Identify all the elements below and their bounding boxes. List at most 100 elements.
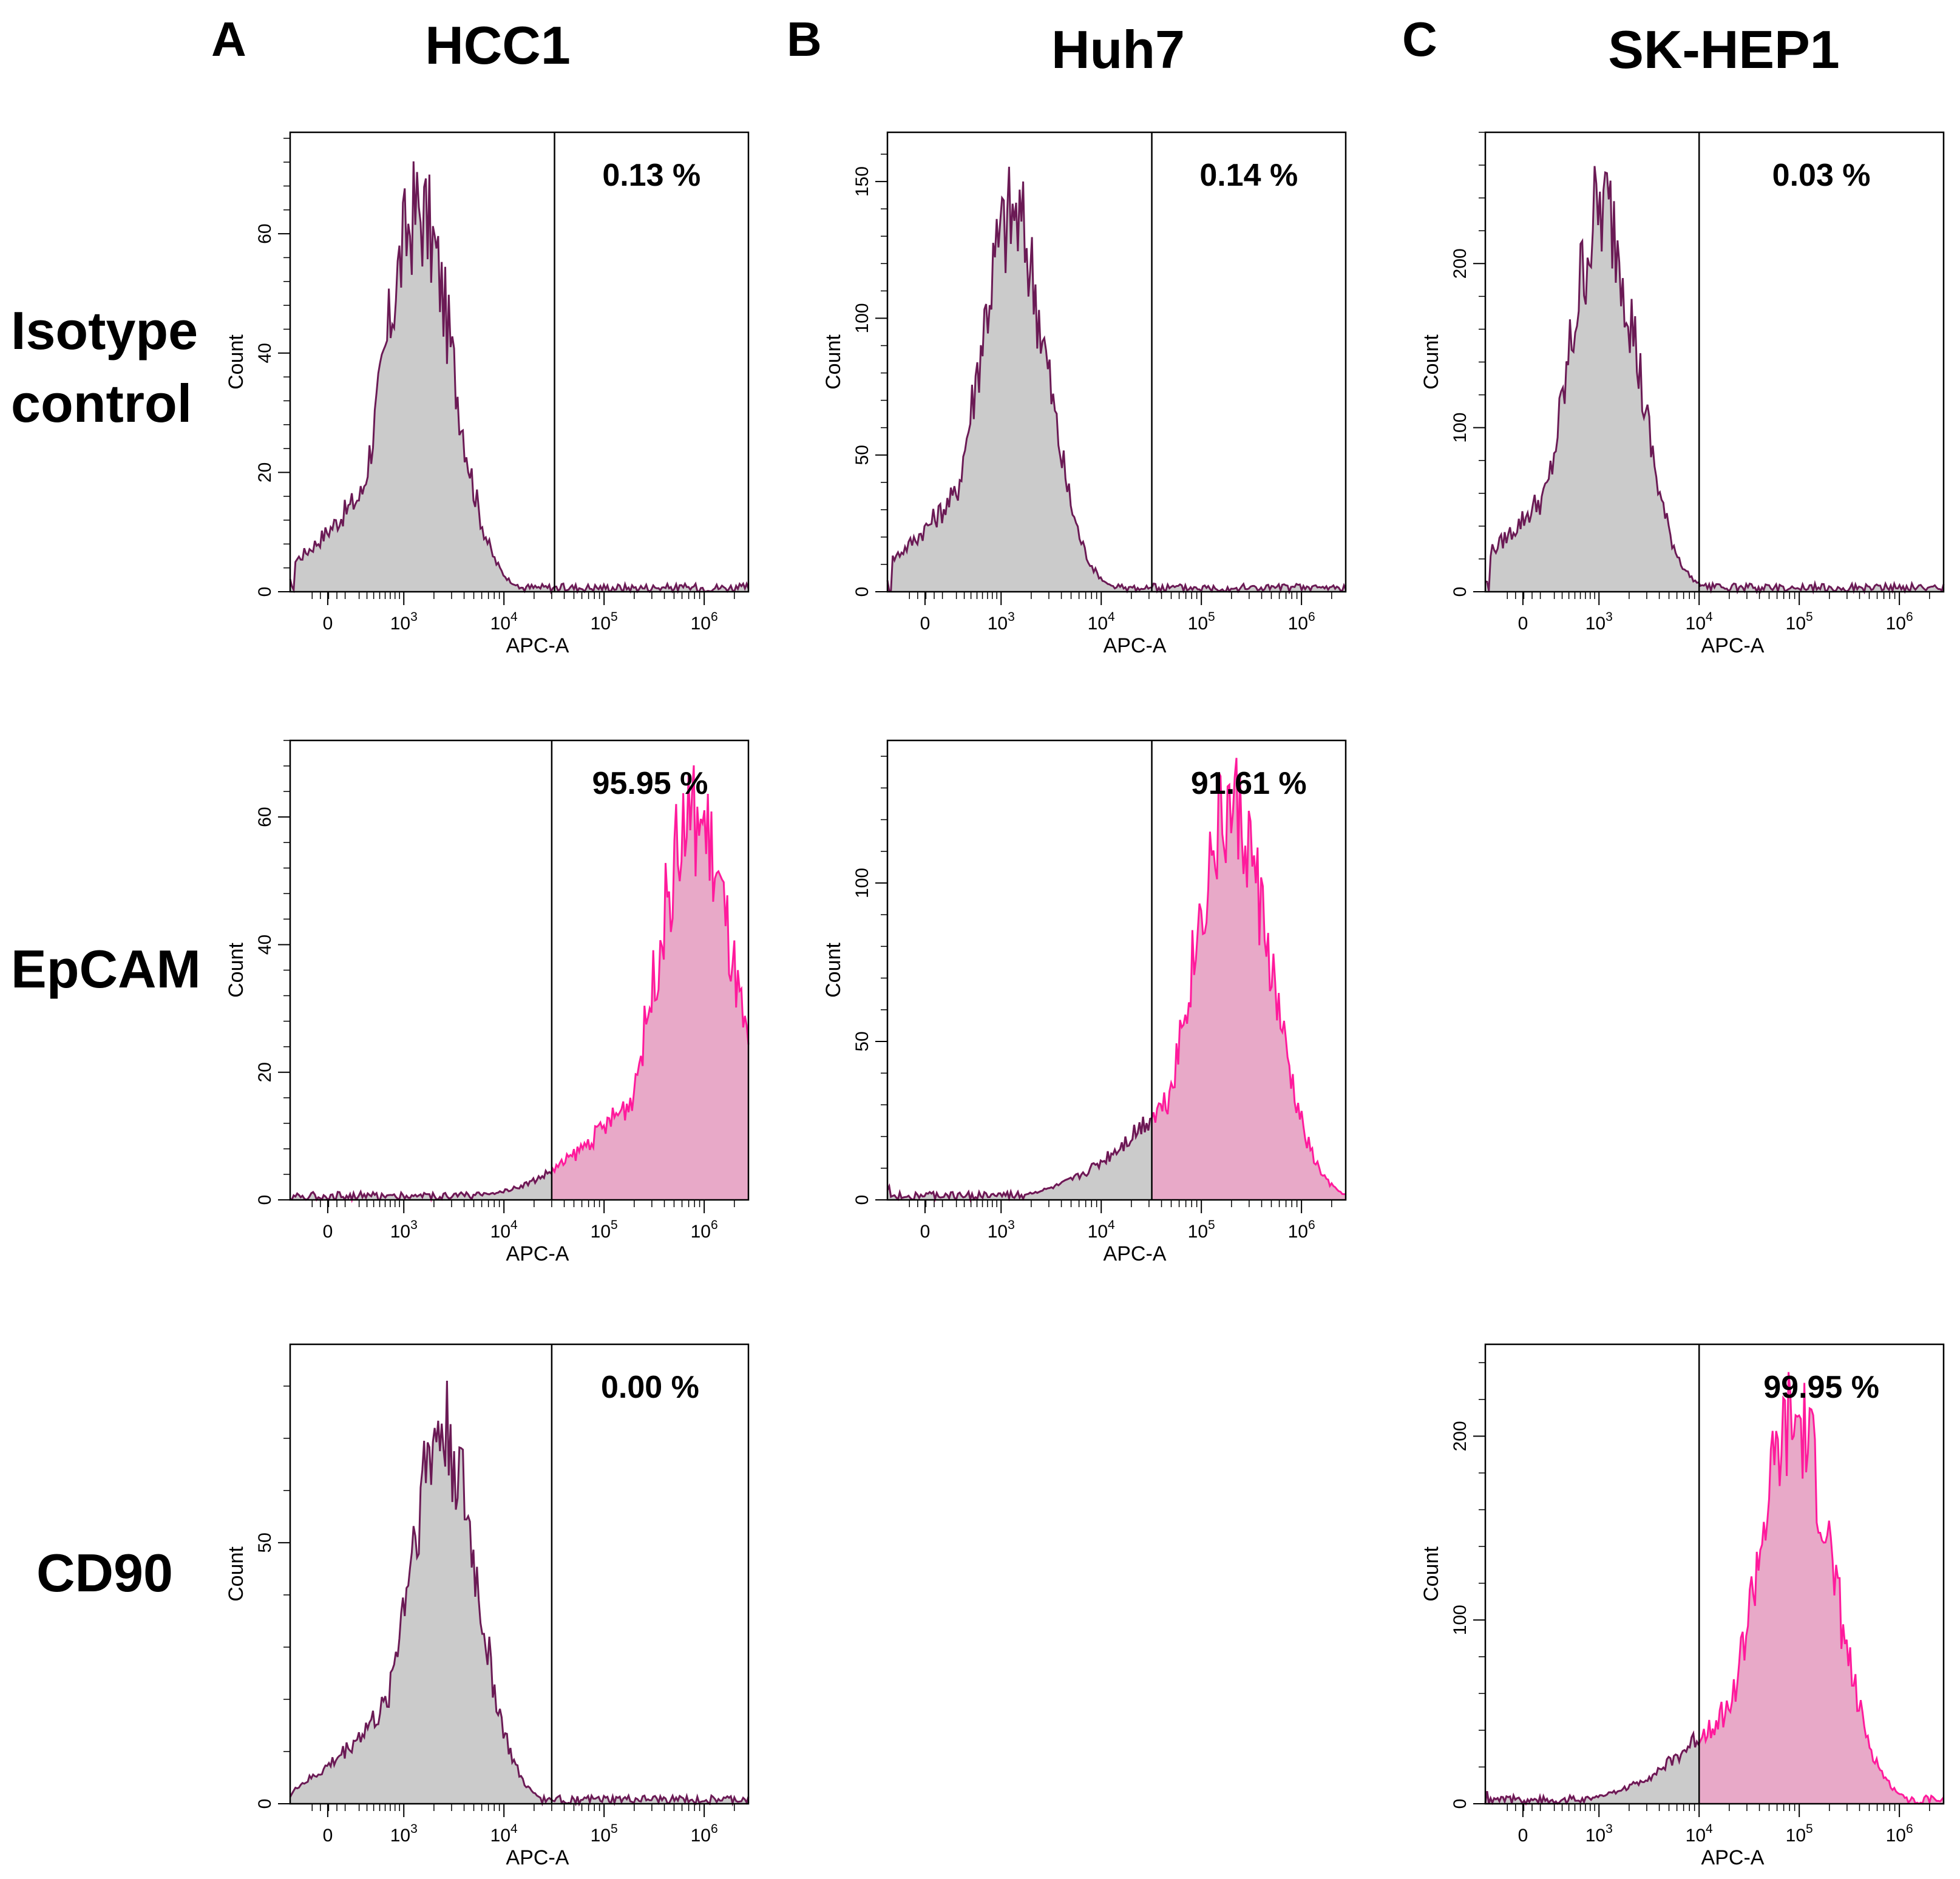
panel-A-isotype: 0.13 % 0 103 104 105 106 0 20 40 60 APC-A Count xyxy=(225,131,750,657)
y-axis-label: Count xyxy=(1420,1546,1443,1602)
plot-frame xyxy=(289,1343,750,1805)
panel-B-isotype: 0.14 % 0 103 104 105 106 0 50 100 150 APC-A Count xyxy=(822,131,1347,657)
y-tick-label: 0 xyxy=(1450,587,1470,597)
gate-percent-label: 0.13 % xyxy=(602,158,700,193)
x-tick-label: 103 xyxy=(390,610,418,634)
gate-percent-label: 0.14 % xyxy=(1199,158,1298,193)
histogram-negative-line xyxy=(290,1168,552,1200)
gate-percent-label: 0.03 % xyxy=(1772,158,1871,193)
histogram-fill xyxy=(290,765,748,1200)
histogram-line xyxy=(1485,166,1945,595)
histogram-fill xyxy=(290,161,748,592)
y-tick-label: 20 xyxy=(255,462,275,482)
y-axis-label: Count xyxy=(822,943,845,998)
y-tick-label: 40 xyxy=(255,935,275,955)
y-tick-label: 40 xyxy=(255,343,275,363)
col-letter-c: C xyxy=(1402,12,1437,66)
histogram-negative-fill xyxy=(290,1171,552,1200)
y-tick-label: 100 xyxy=(852,868,872,898)
histogram-negative-line xyxy=(887,1115,1152,1200)
x-tick-label: 104 xyxy=(490,1822,518,1846)
histogram-fill xyxy=(887,757,1346,1200)
panel-B-epcam: 91.61 % 0 103 104 105 106 0 50 100 APC-A Count xyxy=(822,739,1347,1265)
histogram-fill xyxy=(1485,1372,1944,1804)
x-tick-label: 103 xyxy=(390,1218,418,1242)
y-tick-label: 50 xyxy=(852,1031,872,1051)
x-tick-label: 106 xyxy=(1886,610,1913,634)
x-tick-label: 105 xyxy=(1786,1822,1813,1846)
gate-percent-label: 99.95 % xyxy=(1763,1370,1879,1405)
histogram-negative-fill xyxy=(1485,1733,1700,1804)
row-label-epcam: EpCAM xyxy=(11,939,201,999)
y-tick-label: 100 xyxy=(1450,413,1470,443)
y-tick-label: 100 xyxy=(1450,1605,1470,1635)
y-tick-label: 0 xyxy=(255,1799,275,1809)
gate-percent-label: 91.61 % xyxy=(1191,766,1307,801)
histogram-negative-line xyxy=(1485,1730,1700,1804)
y-tick-label: 200 xyxy=(1450,1421,1470,1451)
x-tick-label: 105 xyxy=(1786,610,1813,634)
x-tick-label: 106 xyxy=(691,1822,718,1846)
row-label-isotype: Isotype xyxy=(11,300,198,361)
x-axis-label: APC-A xyxy=(506,634,569,657)
plot-frame xyxy=(1484,1343,1945,1805)
y-tick-label: 0 xyxy=(852,587,872,597)
x-tick-label: 106 xyxy=(1288,610,1315,634)
col-title-hcc1: HCC1 xyxy=(425,15,571,75)
gate-percent-label: 0.00 % xyxy=(601,1370,699,1405)
x-tick-label: 105 xyxy=(1188,610,1215,634)
gate-percent-label: 95.95 % xyxy=(592,766,708,801)
x-tick-label: 106 xyxy=(691,610,718,634)
x-axis-label: APC-A xyxy=(506,1846,569,1869)
y-tick-label: 200 xyxy=(1450,248,1470,279)
y-tick-label: 60 xyxy=(255,807,275,827)
x-tick-label: 103 xyxy=(988,1218,1015,1242)
x-tick-label: 0 xyxy=(1518,614,1528,634)
x-tick-label: 104 xyxy=(490,1218,518,1242)
plot-frame xyxy=(886,739,1347,1201)
row-label-control: control xyxy=(11,373,192,433)
histogram-line xyxy=(289,161,750,595)
y-tick-label: 0 xyxy=(255,587,275,597)
x-tick-label: 103 xyxy=(1585,1822,1613,1846)
histogram-panels: 0.13 % 0 103 104 105 106 0 20 40 60 APC-A Count 0.14… xyxy=(225,131,1945,1869)
panel-C-isotype: 0.03 % 0 103 104 105 106 0 100 200 APC-A Count xyxy=(1420,131,1945,657)
x-tick-label: 0 xyxy=(323,614,333,634)
x-tick-label: 105 xyxy=(591,1822,618,1846)
y-axis-label: Count xyxy=(822,334,845,390)
histogram-line xyxy=(289,1380,750,1807)
x-tick-label: 104 xyxy=(1088,1218,1115,1242)
x-tick-label: 105 xyxy=(1188,1218,1215,1242)
histogram-fill xyxy=(1485,166,1944,592)
panel-C-cd90: 99.95 % 0 103 104 105 106 0 100 200 APC-A Count xyxy=(1420,1343,1945,1869)
y-tick-label: 0 xyxy=(1450,1799,1470,1809)
y-tick-label: 50 xyxy=(852,445,872,465)
x-tick-label: 0 xyxy=(920,1222,931,1242)
col-title-skhep1: SK-HEP1 xyxy=(1608,19,1839,80)
x-tick-label: 106 xyxy=(1288,1218,1315,1242)
x-tick-label: 105 xyxy=(591,610,618,634)
row-label-cd90: CD90 xyxy=(36,1543,173,1603)
y-axis-label: Count xyxy=(225,943,248,998)
x-tick-label: 103 xyxy=(1585,610,1613,634)
x-tick-label: 0 xyxy=(920,614,931,634)
histogram-fill xyxy=(290,1381,748,1804)
panel-A-cd90: 0.00 % 0 103 104 105 106 0 50 APC-A Count xyxy=(225,1343,750,1869)
y-tick-label: 50 xyxy=(255,1532,275,1552)
plot-frame xyxy=(289,131,750,593)
y-axis-label: Count xyxy=(225,1546,248,1602)
x-tick-label: 106 xyxy=(1886,1822,1913,1846)
x-tick-label: 0 xyxy=(323,1222,333,1242)
x-tick-label: 104 xyxy=(1686,610,1713,634)
col-title-huh7: Huh7 xyxy=(1051,19,1185,80)
y-tick-label: 20 xyxy=(255,1062,275,1082)
x-axis-label: APC-A xyxy=(506,1242,569,1265)
x-tick-label: 104 xyxy=(1088,610,1115,634)
x-tick-label: 104 xyxy=(1686,1822,1713,1846)
x-axis-label: APC-A xyxy=(1104,634,1167,657)
x-tick-label: 0 xyxy=(1518,1826,1528,1846)
histogram-negative-fill xyxy=(887,1117,1152,1200)
x-tick-label: 103 xyxy=(988,610,1015,634)
x-tick-label: 104 xyxy=(490,610,518,634)
